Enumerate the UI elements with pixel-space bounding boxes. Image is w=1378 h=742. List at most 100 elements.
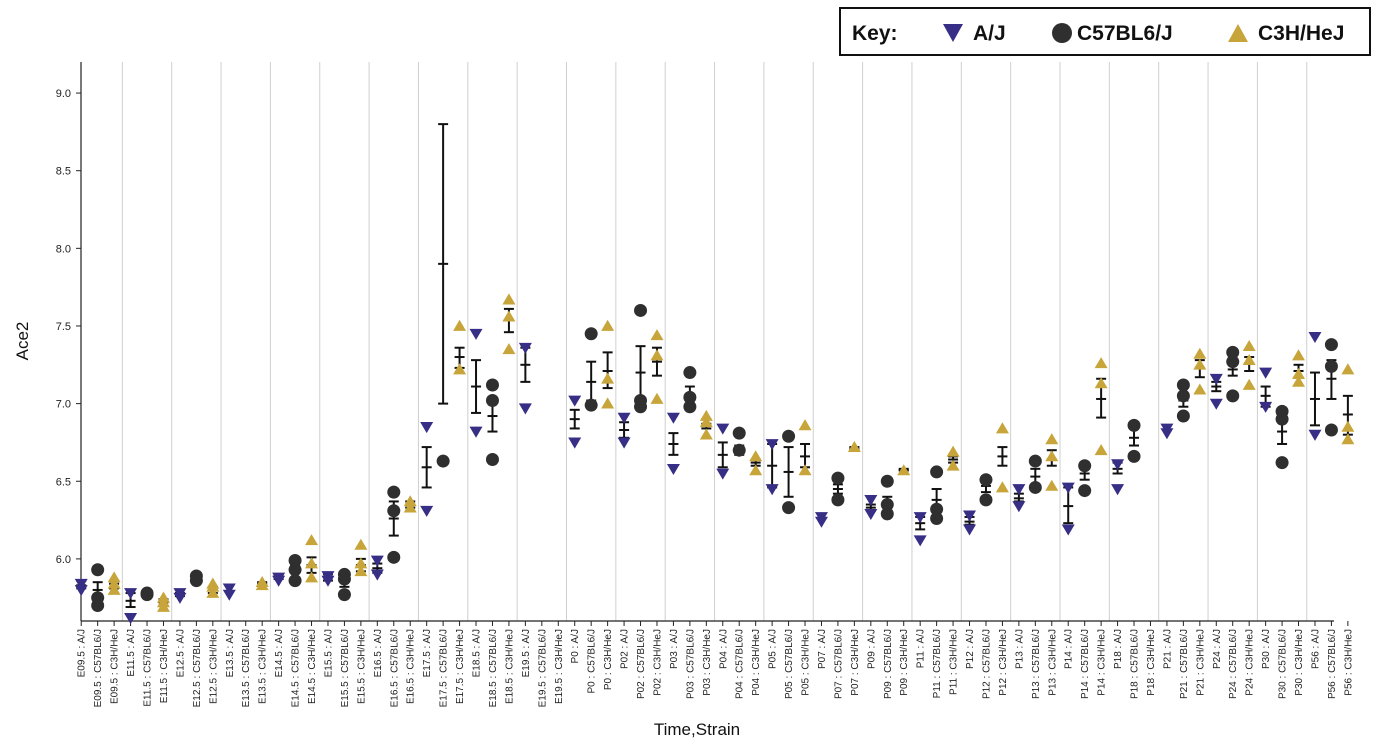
c3h-point	[946, 445, 960, 457]
c57-point	[683, 400, 697, 414]
x-tick-label: E09.5 : C3H/HeJ	[110, 629, 121, 704]
c57-point	[485, 394, 499, 408]
x-tick-label: P0 : C57BL6/J	[587, 629, 598, 693]
x-tick-label: P13 : A/J	[1014, 629, 1025, 669]
aj-point	[666, 412, 680, 424]
x-tick-label: P02 : C57BL6/J	[636, 629, 647, 699]
c57-point	[732, 443, 746, 457]
x-tick-label: P13 : C57BL6/J	[1031, 629, 1042, 699]
c3h-point	[1292, 367, 1306, 379]
aj-point	[716, 468, 730, 480]
x-tick-label: P21 : C3H/HeJ	[1195, 629, 1206, 696]
x-tick-label: E15.5 : C3H/HeJ	[356, 629, 367, 704]
c3h-point	[107, 583, 121, 595]
y-tick-label: 8.0	[56, 243, 71, 255]
x-tick-label: E11.5 : C57BL6/J	[143, 629, 154, 707]
aj-point	[913, 512, 927, 524]
c3h-point	[650, 329, 664, 341]
x-tick-label: P11 : C57BL6/J	[932, 629, 943, 698]
x-tick-label: P12 : C3H/HeJ	[998, 629, 1009, 696]
c3h-point	[1193, 383, 1207, 395]
aj-point	[1061, 524, 1075, 536]
x-tick-label: P03 : A/J	[669, 629, 680, 669]
aj-point	[1308, 331, 1322, 344]
y-ticks: 6.0 6.5 7.0 7.5 8.0 8.5 9.0	[56, 88, 81, 566]
aj-point	[469, 328, 483, 340]
aj-point	[666, 463, 680, 476]
x-tick-label: P56 : C3H/HeJ	[1343, 629, 1354, 696]
x-axis-title: Time,Strain	[654, 720, 740, 739]
c57-point	[732, 426, 746, 440]
c57-point	[1275, 404, 1289, 418]
x-tick-label: E19.5 : C3H/HeJ	[554, 629, 565, 704]
c3h-point	[1193, 358, 1207, 370]
x-tick-label: P12 : A/J	[965, 629, 976, 669]
x-tick-label: E16.5 : C57BL6/J	[389, 629, 400, 707]
x-tick-label: P14 : A/J	[1064, 629, 1075, 669]
aj-point	[124, 613, 138, 625]
c57-point	[1324, 359, 1338, 373]
aj-point	[568, 395, 582, 407]
c57-point	[930, 502, 944, 516]
data-points	[74, 293, 1355, 625]
aj-point	[716, 423, 730, 435]
c3h-point	[1045, 433, 1059, 445]
x-tick-label: P30 : C57BL6/J	[1278, 629, 1289, 699]
x-tick-label: E14.5 : A/J	[274, 629, 285, 677]
c57-point	[930, 465, 944, 479]
c57-point	[1127, 418, 1141, 432]
aj-point	[963, 510, 977, 522]
x-tick-label: P24 : C3H/HeJ	[1245, 629, 1256, 696]
x-tick-label: E18.5 : C57BL6/J	[488, 629, 499, 707]
c57-point	[1275, 456, 1289, 470]
x-tick-label: E09.5 : A/J	[77, 629, 88, 677]
c57-point	[387, 504, 401, 518]
x-tick-label: P56 : C57BL6/J	[1327, 629, 1338, 699]
c3h-point	[1341, 420, 1355, 432]
x-tick-label: E19.5 : A/J	[521, 629, 532, 677]
x-ticks: E09.5 : A/J E09.5 : C57BL6/J E09.5 : C3H/H…	[77, 621, 1354, 707]
legend: Key: A/J C57BL6/J C3H/HeJ	[839, 7, 1371, 56]
c3h-point	[699, 409, 713, 421]
c3h-point	[1341, 433, 1355, 445]
c3h-point	[305, 534, 319, 546]
aj-point	[1111, 484, 1125, 496]
c57-point	[91, 563, 105, 577]
c3h-point	[502, 293, 516, 305]
c57-point	[831, 471, 845, 485]
x-tick-label: E18.5 : A/J	[472, 629, 483, 677]
c3h-point	[107, 577, 121, 589]
x-tick-label: P14 : C3H/HeJ	[1097, 629, 1108, 696]
x-tick-label: E14.5 : C3H/HeJ	[307, 629, 318, 704]
y-tick-label: 9.0	[56, 88, 71, 100]
c3h-point	[1094, 444, 1108, 456]
c57-point	[1176, 389, 1190, 403]
x-tick-label: P11 : C3H/HeJ	[949, 629, 960, 695]
grid-lines	[121, 62, 1308, 621]
c3h-point	[1045, 450, 1059, 462]
x-tick-label: E19.5 : C57BL6/J	[537, 629, 548, 707]
x-tick-label: E17.5 : C57BL6/J	[439, 629, 450, 707]
c3h-point	[650, 349, 664, 361]
c3h-point	[798, 464, 812, 476]
aj-point	[1308, 429, 1322, 441]
aj-point	[370, 555, 384, 567]
c57-point	[485, 453, 499, 467]
y-tick-label: 6.0	[56, 554, 71, 566]
c57-point	[1176, 378, 1190, 392]
y-tick-label: 7.0	[56, 399, 71, 411]
c3h-point	[995, 481, 1009, 493]
aj-point	[963, 524, 977, 536]
c3h-point	[897, 464, 911, 476]
c3h-point	[206, 586, 220, 598]
c57-point	[979, 473, 993, 487]
c3h-point	[1193, 347, 1207, 359]
c3h-point	[305, 571, 319, 583]
c3h-point	[650, 392, 664, 404]
x-tick-label: P07 : C3H/HeJ	[850, 629, 861, 696]
c3h-point	[1242, 339, 1256, 352]
c57-point	[782, 429, 796, 443]
c57-point	[880, 474, 894, 488]
x-tick-label: E17.5 : C3H/HeJ	[455, 629, 466, 704]
c3h-point	[1242, 353, 1256, 366]
